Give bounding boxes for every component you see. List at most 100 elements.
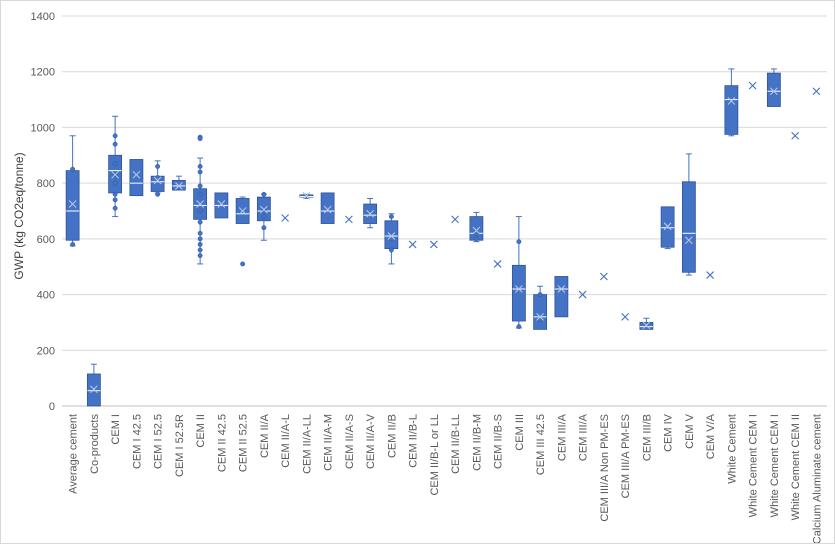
x-tick-label: CEM II/B-L or LL <box>429 414 441 496</box>
outlier-point <box>197 230 203 236</box>
x-tick-label: CEM II/A-S <box>344 414 356 469</box>
outlier-point <box>197 183 203 189</box>
x-tick-label: CEM III <box>514 414 526 451</box>
outlier-point <box>197 136 203 142</box>
mean-marker <box>706 271 715 279</box>
mean-marker <box>281 214 290 222</box>
mean-marker <box>238 207 247 215</box>
mean-marker <box>599 272 608 281</box>
x-tick-label: CEM II/B <box>386 414 398 458</box>
mean-marker <box>642 321 651 330</box>
x-tick-label: CEM III/A PM-ES <box>620 414 632 498</box>
mean-marker <box>387 232 396 240</box>
outlier-point <box>112 133 118 139</box>
x-tick-label: CEM II/B-M <box>471 414 483 471</box>
box-23 <box>533 285 548 330</box>
y-tick-label: 1200 <box>31 67 55 79</box>
y-tick-label: 1000 <box>31 122 55 134</box>
outlier-point <box>261 214 267 220</box>
box-10 <box>256 191 271 241</box>
box-iqr <box>766 72 781 107</box>
mean-marker <box>472 226 481 235</box>
mean-marker <box>366 209 375 218</box>
box-2 <box>86 363 101 407</box>
box-iqr <box>511 264 526 322</box>
box-31 <box>706 271 715 279</box>
x-tick-label: CEM II/B-LL <box>450 414 462 474</box>
mean-marker <box>578 290 587 299</box>
outlier-point <box>197 241 203 247</box>
outlier-point <box>197 163 203 169</box>
outlier-point <box>197 247 203 253</box>
outlier-point <box>516 239 522 245</box>
box-iqr <box>724 85 739 135</box>
x-tick-label: CEM III/B <box>641 414 653 461</box>
mean-marker <box>132 170 141 179</box>
box-19 <box>451 215 460 224</box>
x-tick-label: Co-products <box>89 414 101 474</box>
x-tick-label: Calcium Aluminate cement <box>811 414 823 543</box>
outlier-point <box>197 208 203 214</box>
mean-marker <box>111 170 120 179</box>
outlier-point <box>261 208 267 214</box>
box-iqr <box>681 181 696 273</box>
y-tick-label: 0 <box>49 401 55 413</box>
outlier-point <box>112 205 118 211</box>
outlier-point <box>388 247 394 253</box>
x-tick-label: White Cement CEM I <box>748 414 760 517</box>
box-32 <box>724 68 739 137</box>
x-tick-label: CEM IV <box>663 413 675 452</box>
box-27 <box>621 312 630 321</box>
mean-marker <box>451 215 460 224</box>
y-tick-label: 600 <box>37 234 55 246</box>
outlier-point <box>516 324 522 330</box>
outlier-point <box>240 261 246 267</box>
box-4 <box>129 159 144 197</box>
mean-marker <box>727 97 736 105</box>
outlier-point <box>112 161 118 167</box>
y-axis-label: GWP (kg CO2eq/tonne) <box>12 152 26 279</box>
box-iqr <box>65 170 80 241</box>
mean-marker <box>429 240 438 249</box>
outlier-point <box>261 191 267 197</box>
mean-marker <box>791 131 800 140</box>
outlier-point <box>197 219 203 225</box>
x-tick-label: CEM II 42.5 <box>216 414 228 472</box>
box-12 <box>299 191 314 200</box>
y-axis-ticks: 0 200 400 600 800 1000 1200 1400 <box>31 11 55 413</box>
box-35 <box>791 131 800 140</box>
mean-marker <box>174 182 183 190</box>
box-25 <box>578 290 587 299</box>
box-17 <box>408 240 417 249</box>
mean-marker <box>259 205 268 214</box>
mean-marker <box>323 205 332 214</box>
box-26 <box>599 272 608 281</box>
box-11 <box>281 214 290 222</box>
y-tick-label: 1400 <box>31 11 55 23</box>
outlier-point <box>70 241 76 247</box>
outlier-point <box>388 214 394 220</box>
outlier-point <box>197 236 203 242</box>
outlier-point <box>112 180 118 186</box>
x-tick-label: CEM V/A <box>705 413 717 459</box>
box-iqr <box>129 159 144 197</box>
box-21 <box>493 260 502 268</box>
x-tick-label: CEM I 42.5 <box>131 414 143 469</box>
x-tick-label: CEM II/B-L <box>408 414 420 468</box>
mean-marker <box>557 285 566 293</box>
mean-marker <box>769 87 778 96</box>
box-33 <box>748 81 757 90</box>
mean-marker <box>217 200 226 208</box>
x-tick-label: CEM V <box>684 413 696 449</box>
box-iqr <box>320 192 335 224</box>
mean-marker <box>663 222 672 231</box>
x-tick-label: CEM II/A-L <box>280 414 292 468</box>
x-tick-label: CEM II/A-M <box>323 414 335 471</box>
outlier-point <box>197 191 203 197</box>
y-tick-label: 800 <box>37 178 55 190</box>
mean-marker <box>408 240 417 249</box>
box-28 <box>639 317 654 330</box>
outlier-point <box>112 141 118 147</box>
mean-marker <box>812 87 821 96</box>
